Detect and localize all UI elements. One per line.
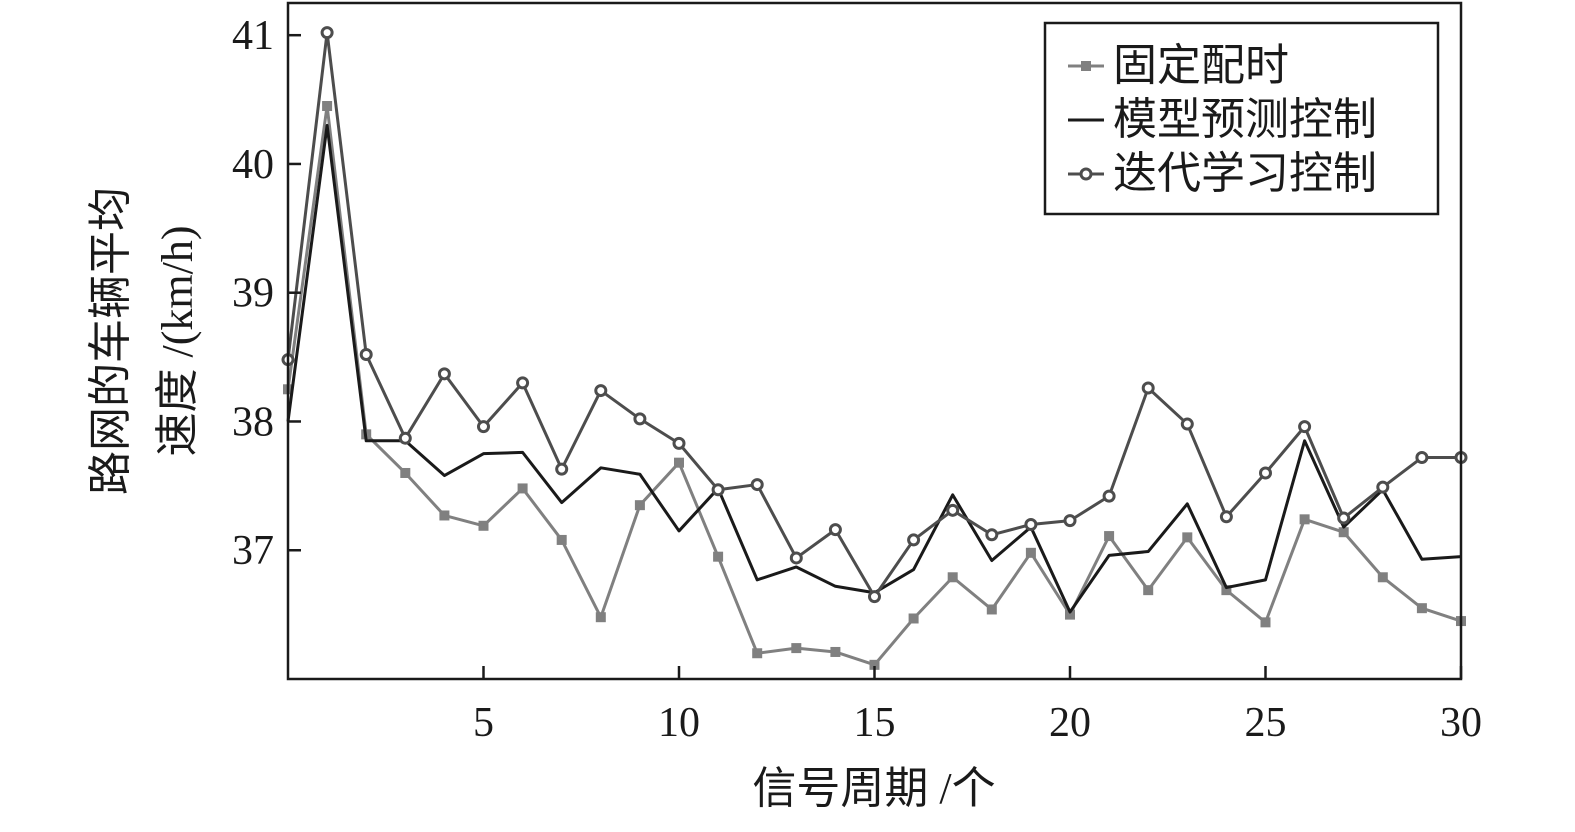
legend-items [1068,61,1104,181]
data-point-fixed-timing [1338,527,1349,538]
data-point-ilc [1102,489,1116,503]
data-point-ilc [516,376,530,390]
x-tick-label: 20 [1049,700,1091,746]
data-point-fixed-timing [517,483,528,494]
data-point-fixed-timing [830,646,841,657]
data-point-fixed-timing [947,572,958,583]
y-axis-title-line2: 速度 /(km/h) [153,226,202,457]
data-point-ilc [1219,510,1233,524]
legend-box [1043,21,1440,216]
x-tick-label: 30 [1440,700,1482,746]
data-point-ilc [946,503,960,517]
data-point-fixed-timing [791,643,802,654]
data-point-fixed-timing [322,101,333,112]
y-tick-label: 38 [232,399,274,445]
data-point-fixed-timing [908,613,919,624]
data-point-fixed-timing [986,604,997,615]
data-point-fixed-timing [556,534,567,545]
legend-marker-ilc [1079,167,1093,181]
data-point-ilc [359,348,373,362]
data-point-fixed-timing [400,467,411,478]
data-point-ilc [1298,420,1312,434]
x-tick-label: 10 [658,700,700,746]
legend-marker-fixed-timing [1081,61,1091,71]
data-point-fixed-timing [1260,617,1271,628]
data-point-ilc [985,528,999,542]
data-point-ilc [1415,451,1429,465]
data-point-ilc [1141,381,1155,395]
y-tick-label: 39 [232,271,274,317]
data-point-ilc [1024,517,1038,531]
x-tick-label: 5 [473,700,494,746]
legend-label-fixed-timing: 固定配时 [1113,41,1289,90]
data-point-ilc [750,478,764,492]
data-point-ilc [1376,480,1390,494]
data-point-fixed-timing [1065,609,1075,620]
data-point-fixed-timing [1377,572,1388,583]
data-point-fixed-timing [713,551,724,562]
data-point-ilc [789,551,803,565]
y-tick-label: 41 [232,13,274,59]
data-point-fixed-timing [1182,532,1193,543]
data-point-fixed-timing [674,457,684,468]
data-point-ilc [868,590,881,604]
data-point-ilc [633,412,647,426]
y-axis-title-line1: 路网的车辆平均 [86,187,135,495]
data-point-ilc [1063,514,1077,528]
data-point-fixed-timing [1025,547,1036,558]
legend-label-ilc: 迭代学习控制 [1113,149,1377,198]
data-point-ilc [907,533,921,547]
data-point-fixed-timing [1104,531,1115,542]
data-point-fixed-timing [595,612,606,623]
ticks-layer: 5 10 15 20 25 30 37 38 39 40 41 [232,13,1482,746]
data-point-ilc [672,436,686,450]
data-point-fixed-timing [478,520,489,531]
data-point-fixed-timing [1221,585,1232,596]
data-point-fixed-timing [634,500,645,511]
x-tick-label: 25 [1245,700,1287,746]
data-point-ilc [594,384,608,398]
data-point-ilc [437,367,451,381]
data-point-fixed-timing [439,510,450,521]
data-point-fixed-timing [752,648,763,659]
x-tick-label: 15 [854,700,896,746]
data-point-ilc [828,523,842,537]
y-tick-label: 37 [232,528,274,574]
legend-label-mpc: 模型预测控制 [1113,95,1377,144]
legend: 固定配时 模型预测控制 迭代学习控制 [1043,21,1440,216]
data-point-ilc [477,420,490,434]
data-point-ilc [398,431,412,445]
data-point-ilc [1259,466,1272,480]
data-point-ilc [320,26,334,40]
data-point-ilc [711,483,725,497]
data-point-fixed-timing [869,659,880,670]
y-tick-label: 40 [232,142,274,188]
data-point-ilc [555,462,569,476]
data-point-fixed-timing [1299,514,1310,525]
data-point-fixed-timing [1416,603,1427,614]
data-point-ilc [1337,511,1351,525]
data-point-fixed-timing [1143,585,1154,596]
data-point-ilc [1180,417,1194,431]
x-axis-title: 信号周期 /个 [752,764,995,813]
